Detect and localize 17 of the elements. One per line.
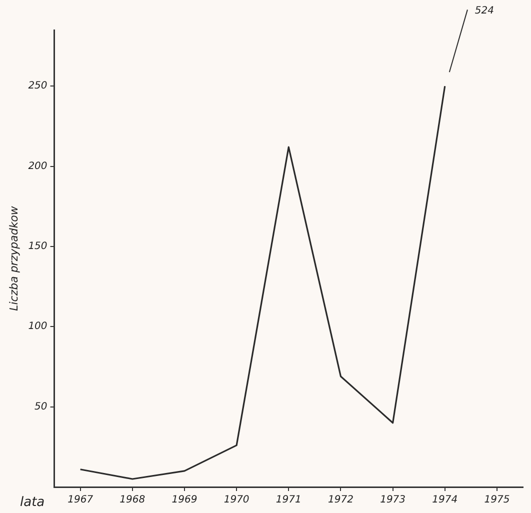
- y-tick-label: 250: [28, 80, 48, 92]
- x-tick-label: 1971: [276, 494, 302, 506]
- x-tick-label: 1967: [68, 494, 94, 506]
- x-tick-label: 1968: [120, 494, 146, 506]
- text: 524: [474, 6, 494, 17]
- x-tick-label: 1973: [380, 494, 406, 506]
- x-tick-label: 1970: [224, 494, 250, 506]
- x-axis-title: lata: [20, 494, 45, 510]
- y-tick-label: 150: [28, 241, 48, 252]
- y-tick-label: 200: [28, 160, 48, 172]
- x-tick-label: 1974: [432, 494, 458, 506]
- x-tick-label: 1972: [328, 494, 354, 506]
- y-tick-label: 50: [34, 401, 48, 412]
- x-tick-label: 1969: [172, 494, 198, 506]
- x-tick-label: 1975: [484, 494, 510, 506]
- y-axis-title: Liczba przypadkow: [7, 206, 20, 311]
- y-tick-label: 100: [28, 321, 48, 332]
